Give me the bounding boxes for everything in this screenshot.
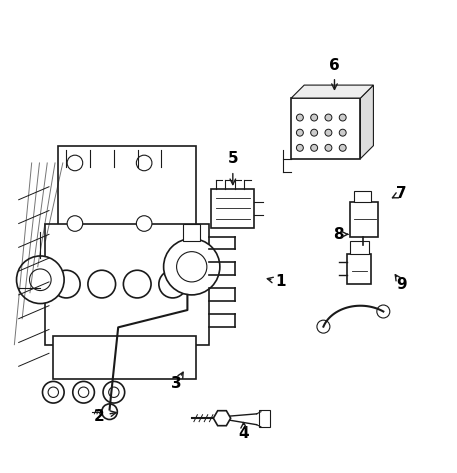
FancyBboxPatch shape (259, 410, 270, 427)
Circle shape (176, 252, 207, 282)
Circle shape (103, 381, 125, 403)
FancyBboxPatch shape (45, 224, 209, 345)
Circle shape (53, 270, 80, 298)
Text: 9: 9 (396, 277, 407, 291)
Polygon shape (361, 85, 373, 158)
Circle shape (325, 144, 332, 151)
Text: 2: 2 (93, 409, 104, 423)
Circle shape (136, 216, 152, 231)
Circle shape (67, 216, 83, 231)
Circle shape (123, 270, 151, 298)
Circle shape (339, 114, 346, 121)
Circle shape (16, 256, 64, 304)
Text: 6: 6 (329, 58, 340, 73)
Text: 3: 3 (171, 376, 182, 391)
Circle shape (297, 144, 303, 151)
FancyBboxPatch shape (58, 146, 196, 232)
Text: 1: 1 (275, 274, 286, 289)
Circle shape (30, 269, 51, 290)
Circle shape (159, 270, 186, 298)
Polygon shape (291, 85, 373, 98)
Circle shape (311, 114, 318, 121)
Circle shape (339, 144, 346, 151)
Text: 4: 4 (239, 426, 249, 441)
Circle shape (297, 129, 303, 136)
Circle shape (325, 114, 332, 121)
Polygon shape (213, 411, 231, 426)
FancyBboxPatch shape (354, 191, 371, 202)
FancyBboxPatch shape (350, 241, 369, 254)
Circle shape (339, 129, 346, 136)
Circle shape (48, 387, 58, 397)
Circle shape (73, 381, 95, 403)
Circle shape (311, 129, 318, 136)
Circle shape (317, 320, 330, 333)
FancyBboxPatch shape (350, 202, 378, 236)
FancyBboxPatch shape (291, 98, 361, 158)
Circle shape (136, 155, 152, 171)
FancyBboxPatch shape (211, 189, 255, 228)
Circle shape (164, 239, 220, 295)
Circle shape (88, 270, 116, 298)
Circle shape (79, 387, 89, 397)
Circle shape (67, 155, 83, 171)
FancyBboxPatch shape (183, 224, 200, 241)
FancyBboxPatch shape (53, 336, 196, 379)
Text: 7: 7 (396, 186, 407, 201)
Text: 5: 5 (228, 151, 238, 166)
Circle shape (311, 144, 318, 151)
Circle shape (109, 387, 119, 397)
Text: 8: 8 (334, 227, 344, 242)
Circle shape (297, 114, 303, 121)
Circle shape (325, 129, 332, 136)
FancyBboxPatch shape (347, 254, 371, 284)
Circle shape (102, 404, 117, 420)
Circle shape (377, 305, 390, 318)
Circle shape (43, 381, 64, 403)
